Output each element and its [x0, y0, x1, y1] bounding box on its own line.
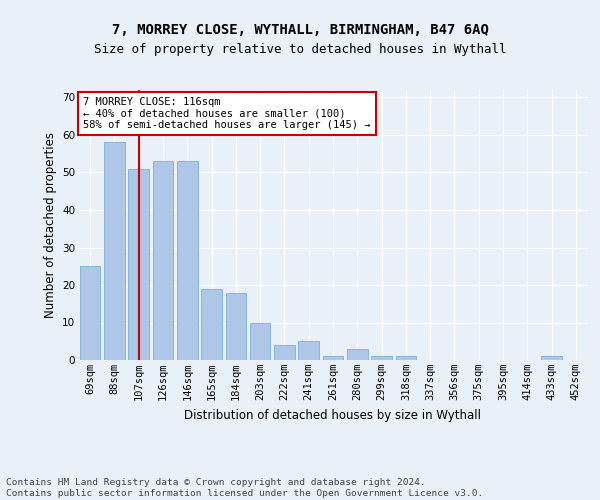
Text: 7 MORREY CLOSE: 116sqm
← 40% of detached houses are smaller (100)
58% of semi-de: 7 MORREY CLOSE: 116sqm ← 40% of detached… — [83, 96, 371, 130]
Bar — [347, 349, 368, 360]
Bar — [371, 356, 392, 360]
Bar — [298, 341, 319, 360]
Bar — [323, 356, 343, 360]
Bar — [395, 356, 416, 360]
Bar — [104, 142, 125, 360]
Bar — [152, 161, 173, 360]
Text: Contains HM Land Registry data © Crown copyright and database right 2024.
Contai: Contains HM Land Registry data © Crown c… — [6, 478, 483, 498]
Bar — [201, 289, 222, 360]
Bar — [177, 161, 197, 360]
Text: 7, MORREY CLOSE, WYTHALL, BIRMINGHAM, B47 6AQ: 7, MORREY CLOSE, WYTHALL, BIRMINGHAM, B4… — [112, 22, 488, 36]
Bar — [250, 322, 271, 360]
Bar — [80, 266, 100, 360]
Text: Size of property relative to detached houses in Wythall: Size of property relative to detached ho… — [94, 42, 506, 56]
Bar — [226, 292, 246, 360]
X-axis label: Distribution of detached houses by size in Wythall: Distribution of detached houses by size … — [185, 408, 482, 422]
Y-axis label: Number of detached properties: Number of detached properties — [44, 132, 56, 318]
Bar — [128, 169, 149, 360]
Bar — [541, 356, 562, 360]
Bar — [274, 345, 295, 360]
